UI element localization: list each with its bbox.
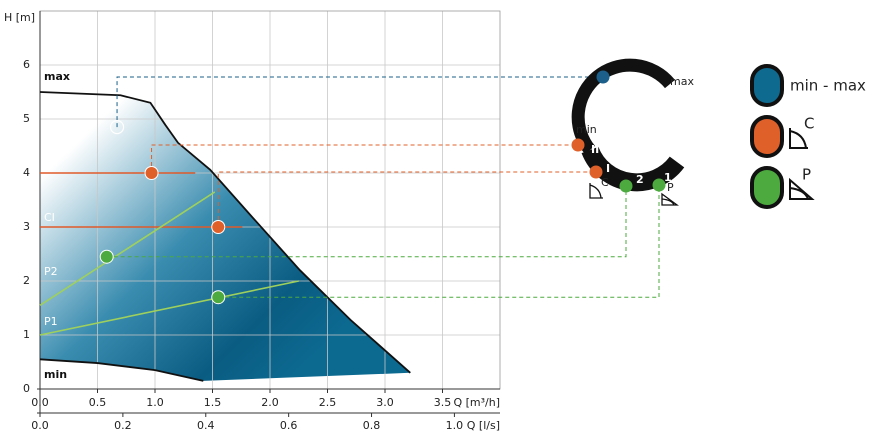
x2-tick-label: 1.0 [446, 419, 464, 432]
x2-tick-label: 0.6 [280, 419, 298, 432]
dial-label: C [601, 176, 609, 189]
connector [116, 76, 603, 128]
operating-area [40, 92, 411, 381]
x2-tick-label: 0.4 [197, 419, 215, 432]
legend-swatch [750, 166, 784, 209]
y-tick-label: 0 [23, 382, 30, 395]
connector [217, 171, 596, 227]
dial-icon [661, 192, 679, 206]
dial-label: max [670, 75, 694, 88]
curve [39, 280, 299, 336]
x2-tick-label: 0.8 [363, 419, 381, 432]
series-label: CII [44, 156, 58, 169]
y-tick-label: 1 [23, 328, 30, 341]
operating-point [109, 119, 125, 135]
x-tick-label: 2.5 [319, 396, 337, 409]
x2-axis-label: Q [l/s] [467, 419, 500, 432]
series-label: min [44, 368, 67, 381]
operating-point [211, 290, 226, 305]
operating-point [99, 249, 114, 264]
y-tick-label: 4 [23, 166, 30, 179]
dial-dot [619, 179, 633, 193]
x2-tick-label: 0.2 [114, 419, 132, 432]
dial-label: I [606, 162, 610, 175]
legend: min - max C P [750, 64, 866, 209]
x-tick-label: 3.0 [376, 396, 394, 409]
dial-label: II [591, 143, 599, 156]
dial-dot [589, 165, 603, 179]
connector [151, 144, 578, 173]
curve [39, 91, 411, 374]
y-tick-label: 5 [23, 112, 30, 125]
legend-icon [789, 177, 815, 200]
legend-swatch [750, 115, 784, 158]
dial-label: 2 [636, 173, 644, 186]
connector [106, 186, 627, 258]
dial-dot [652, 178, 666, 192]
series-label: max [44, 70, 70, 83]
x-tick-label: 1.0 [146, 396, 164, 409]
legend-label: min - max [790, 77, 866, 95]
x-tick-label: 3.5 [434, 396, 452, 409]
dial-dot [571, 138, 585, 152]
curve [39, 191, 216, 306]
operating-point [211, 220, 226, 234]
x-axis-label: Q [m³/h] [453, 396, 500, 409]
series-label: P2 [44, 265, 58, 278]
dial-arc [571, 58, 676, 155]
series-label: P1 [44, 315, 58, 328]
legend-swatch [750, 64, 784, 107]
curve [39, 358, 204, 382]
y-tick-label: 3 [23, 220, 30, 233]
dial-label: 1 [664, 171, 672, 184]
y-axis-label: H [m] [4, 11, 35, 24]
y-tick-label: 2 [23, 274, 30, 287]
legend-label: C [804, 115, 814, 133]
x-tick-label: 2.0 [261, 396, 279, 409]
dial-icon [589, 183, 603, 199]
dial-label: min [576, 123, 597, 136]
operating-point [144, 166, 159, 180]
x2-tick-label: 0.0 [31, 419, 49, 432]
dial-label: P [667, 181, 674, 194]
dial: max min II I 2 1 C P [571, 58, 694, 206]
legend-icon [789, 128, 808, 149]
legend-label: P [802, 166, 811, 184]
y-tick-label: 6 [23, 58, 30, 71]
dial-dot [596, 70, 610, 84]
x-tick-label: 0.5 [89, 396, 107, 409]
series-label: CI [44, 211, 55, 224]
x-tick-label: 1.5 [204, 396, 222, 409]
